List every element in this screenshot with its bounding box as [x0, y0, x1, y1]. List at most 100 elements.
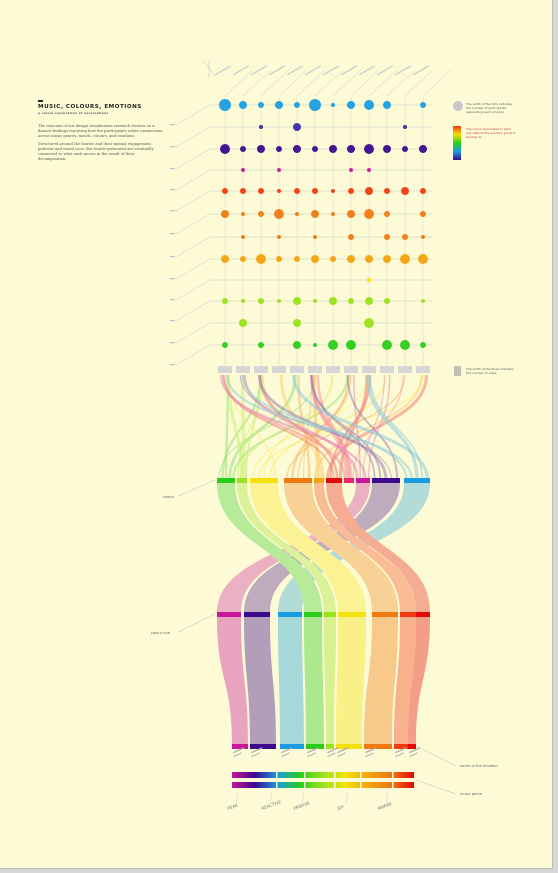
emotion-name-mark: [365, 752, 374, 758]
emotion-dot: [313, 343, 317, 347]
emotion-segment: [336, 744, 362, 749]
emotion-name-mark: [365, 747, 377, 754]
emotion-dot: [331, 212, 335, 216]
colour-hue-ribbons: [217, 483, 430, 612]
emotion-dot: [347, 210, 355, 218]
flow-ribbon: [338, 374, 369, 481]
emotion-dot: [365, 255, 373, 263]
emotion-dot: [311, 255, 319, 263]
emotion-dot: [365, 297, 373, 305]
emotion-dot: [364, 318, 374, 328]
row-leader-line: [175, 279, 211, 301]
emotion-segment: [280, 744, 304, 749]
flow-ribbon: [226, 374, 413, 481]
column-header-label: [340, 65, 358, 76]
column-header-label: [358, 65, 376, 76]
emotion-dot: [239, 319, 247, 327]
flow-ribbon: [227, 374, 276, 481]
column-header-label: [322, 65, 340, 76]
emotion-dot: [312, 188, 318, 194]
row-label-mark: [170, 256, 175, 258]
genre-block: [398, 366, 412, 373]
emotion-segment: [394, 744, 408, 749]
genre-block: [254, 366, 268, 373]
row-label-mark: [170, 278, 175, 280]
hue-emotion-band: [244, 617, 276, 744]
hue-emotion-band: [304, 617, 324, 744]
emotion-dot: [383, 101, 391, 109]
flow-ribbon: [366, 374, 419, 481]
flow-ribbon: [310, 374, 376, 481]
genre-block: [326, 366, 340, 373]
row-label-mark: [170, 233, 175, 235]
bar-divider: [276, 771, 278, 789]
emotion-labels: [233, 747, 421, 758]
flow-ribbon: [241, 374, 408, 481]
column-header-label: [214, 65, 232, 76]
row-leader-line: [175, 190, 211, 212]
emotion-dot: [329, 297, 337, 305]
genre-block: [218, 366, 232, 373]
category-label: REACTIVE: [261, 799, 282, 811]
genre-block: [272, 366, 286, 373]
emotion-dot: [257, 145, 265, 153]
category-label: JOY: [336, 804, 346, 812]
emotion-dot: [293, 319, 301, 327]
flow-ribbon: [303, 374, 313, 481]
intro-block: MUSIC, COLOURS, EMOTIONS a visual explor…: [38, 100, 164, 165]
emotion-dot: [293, 341, 301, 349]
legend-flow-swatch: [454, 366, 461, 376]
emotion-dot: [364, 209, 374, 219]
column-header-leader: [404, 69, 434, 97]
flow-ribbon: [297, 374, 311, 481]
flow-ribbon: [313, 374, 423, 481]
flow-ribbon: [362, 374, 385, 481]
column-header-leader: [278, 69, 308, 97]
flow-ribbon: [232, 374, 349, 481]
emotion-dot: [367, 278, 371, 282]
column-header-label: [232, 65, 250, 76]
emotion-dot: [275, 101, 283, 109]
legend-color-note: The colour associated to each row reflec…: [466, 127, 516, 139]
hue-emotion-bands: [217, 617, 430, 744]
emotion-dot: [221, 255, 229, 263]
category-leader: [385, 791, 389, 804]
colour-hue-stage-label: colour hue: [151, 631, 171, 635]
emotion-segment: [364, 744, 392, 749]
emotion-dot: [384, 234, 390, 240]
flow-ribbon: [262, 374, 322, 481]
hue-segment: [278, 612, 302, 617]
column-header-leader: [224, 69, 254, 97]
emotion-dot: [400, 254, 410, 264]
colour-stage-label: colour: [163, 495, 175, 499]
emotion-segment: [250, 744, 276, 749]
emotion-segment: [232, 744, 248, 749]
colour-hue-ribbon: [244, 483, 400, 612]
emotion-dot: [331, 189, 335, 193]
flow-ribbon: [297, 374, 349, 481]
flow-ribbon: [310, 374, 382, 481]
emotion-dot: [222, 342, 228, 348]
emotion-dot: [219, 99, 231, 111]
emotion-dot: [402, 234, 408, 240]
emotion-dot: [239, 101, 247, 109]
row-label-mark: [170, 210, 175, 212]
emotion-name-mark: [327, 747, 339, 754]
row-leader-line: [175, 126, 211, 148]
hue-emotion-band: [394, 617, 416, 744]
column-header-label: [304, 65, 322, 76]
music-leader-line: [415, 779, 457, 795]
row-leader-line: [175, 300, 211, 322]
flow-ribbon: [353, 374, 361, 481]
emotion-dot: [364, 144, 374, 154]
emotion-dot: [402, 146, 408, 152]
emotion-dot: [293, 145, 301, 153]
emotion-dot: [294, 188, 300, 194]
emotion-name-label: name of the emotion: [460, 764, 498, 768]
emotion-dot: [420, 188, 426, 194]
emotion-dot: [349, 168, 353, 172]
emotion-dot: [240, 256, 246, 262]
emotion-dot: [367, 168, 371, 172]
poster-subtitle: a visual exploration of associations: [38, 111, 109, 115]
